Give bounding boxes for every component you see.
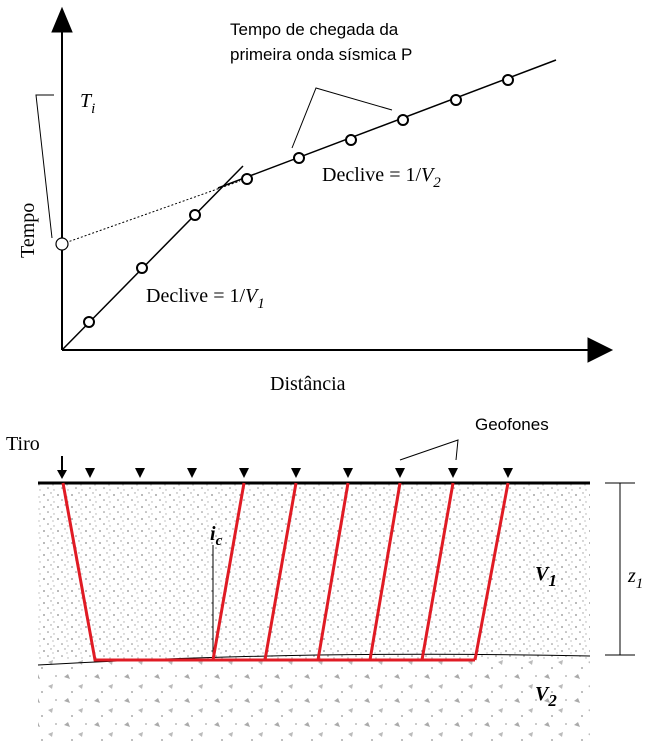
arrow xyxy=(587,337,614,363)
callout xyxy=(399,439,459,461)
symbol: T xyxy=(80,90,93,112)
layer-1 xyxy=(38,483,590,659)
intercept xyxy=(55,237,69,251)
geophones-label: Geofones xyxy=(475,415,549,434)
subscript: 1 xyxy=(636,576,644,592)
text: Declive = 1/ xyxy=(322,164,421,186)
slope-label: Declive = 1/V2 xyxy=(322,164,441,191)
depth-label: z1 xyxy=(627,565,643,592)
section xyxy=(37,439,635,743)
symbol: z xyxy=(627,565,636,587)
slope-label: Declive = 1/V1 xyxy=(146,285,265,312)
subscript: c xyxy=(216,533,223,549)
depth-bracket xyxy=(605,482,635,656)
shot-label: Tiro xyxy=(6,433,40,455)
y-axis-label: Tempo xyxy=(17,203,39,258)
angle-label: ic xyxy=(210,523,223,549)
layer-2-label: V2 xyxy=(535,683,557,710)
layer-1-label: V1 xyxy=(535,563,557,590)
refracted-line xyxy=(217,59,557,189)
points xyxy=(83,74,514,328)
subscript: i xyxy=(91,101,95,117)
layer-2 xyxy=(38,659,590,743)
geophones xyxy=(85,468,513,478)
x-axis-label: Distância xyxy=(270,373,346,395)
arrow xyxy=(57,470,67,479)
symbol: V xyxy=(535,563,550,585)
symbol: V xyxy=(535,683,550,705)
callout xyxy=(35,94,54,239)
callout xyxy=(291,87,393,149)
annotation: primeira onda sísmica P xyxy=(230,45,412,64)
extrapolation xyxy=(61,180,241,245)
intercept-label: Ti xyxy=(80,90,95,117)
subscript: 1 xyxy=(257,296,265,312)
subscript: 1 xyxy=(548,571,557,590)
arrow xyxy=(51,6,73,33)
subscript: 2 xyxy=(547,691,557,710)
ray-paths xyxy=(61,482,510,662)
text: Declive = 1/ xyxy=(146,285,245,307)
subscript: 2 xyxy=(433,175,441,191)
symbol: V xyxy=(421,164,436,186)
symbol: i xyxy=(210,523,216,545)
annotation: Tempo de chegada da xyxy=(230,20,399,39)
symbol: V xyxy=(245,285,260,307)
graph xyxy=(35,6,614,363)
